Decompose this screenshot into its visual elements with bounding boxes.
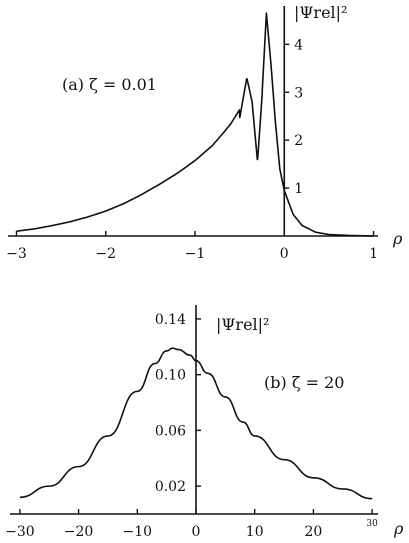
panel-b-series-line (19, 347, 373, 500)
panel-a-chart: (a) ζ = 0.01 |Ψrel|² ρ −3 −2 −1 0 1 1 2 3 4 (6, 3, 403, 262)
panel-a-x-tick-label: 1 (369, 246, 378, 262)
panel-b-x-tick-label: −10 (123, 524, 153, 540)
panel-a-x-tick-label: −1 (185, 246, 206, 262)
panel-b-x-tick-label: 30 (366, 519, 378, 529)
panel-a-x-tick-label: −2 (95, 246, 116, 262)
panel-b-y-axis-label: |Ψrel|² (216, 315, 269, 334)
panel-a-x-tick-label: −3 (6, 246, 27, 262)
panel-b-x-tick-label: 0 (192, 524, 201, 540)
panel-a-y-tick-label: 1 (294, 181, 303, 197)
panel-b-y-tick-label: 0.14 (155, 312, 186, 328)
panel-a-y-tick-label: 4 (294, 37, 303, 53)
panel-a-y-axis-label: |Ψrel|² (294, 3, 347, 22)
panel-b-x-tick-label: −20 (64, 524, 94, 540)
panel-b-x-axis-label: ρ (393, 519, 404, 538)
panel-b-x-tick-label: 10 (246, 524, 264, 540)
panel-a-series-line (16, 12, 374, 237)
panel-b-x-tick-label: 20 (305, 524, 323, 540)
panel-a-x-axis-label: ρ (392, 229, 403, 248)
panel-b-y-tick-label: 0.02 (155, 479, 186, 495)
panel-b-y-tick-label: 0.06 (155, 423, 186, 439)
panel-a-annotation: (a) ζ = 0.01 (62, 75, 157, 94)
panel-a-x-tick-label: 0 (280, 246, 289, 262)
panel-a-y-tick-label: 2 (294, 133, 303, 149)
panel-b-y-tick-label: 0.10 (155, 368, 186, 384)
panel-b-chart: (b) ζ = 20 |Ψrel|² ρ −30 −20 −10 0 10 20 30 0.0… (5, 305, 404, 540)
panel-a-y-tick-label: 3 (294, 85, 303, 101)
panel-b-annotation: (b) ζ = 20 (264, 373, 344, 392)
panel-b-x-tick-label: −30 (5, 524, 35, 540)
